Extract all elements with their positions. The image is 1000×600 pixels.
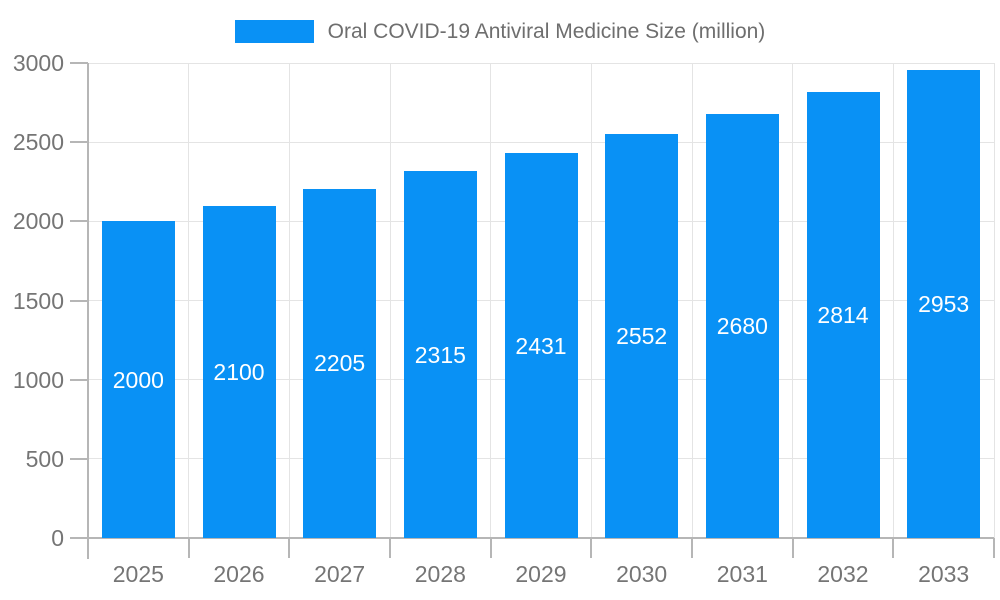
- y-axis-tick: [70, 299, 88, 302]
- x-axis-label: 2026: [213, 561, 265, 587]
- bar-value-label: 2000: [112, 366, 164, 393]
- bar-value-label: 2431: [515, 332, 567, 359]
- bar-value-label: 2100: [213, 358, 265, 385]
- x-axis-tick: [590, 538, 593, 558]
- legend-label: Oral COVID-19 Antiviral Medicine Size (m…: [327, 20, 766, 43]
- x-axis-tick: [87, 538, 89, 558]
- x-axis-tick: [288, 538, 291, 558]
- x-axis-label: 2027: [314, 561, 366, 587]
- x-axis-label: 2025: [112, 561, 164, 587]
- y-axis-tick: [70, 537, 88, 539]
- bar-2028[interactable]: 2315: [403, 171, 477, 538]
- x-axis-label: 2033: [918, 561, 970, 587]
- y-axis-tick: [70, 141, 88, 144]
- bar-2032[interactable]: 2814: [806, 92, 880, 538]
- bar-value-label: 2680: [716, 312, 768, 339]
- x-axis-label: 2031: [716, 561, 768, 587]
- x-axis-tick: [187, 538, 190, 558]
- bar-value-label: 2953: [918, 291, 970, 318]
- y-axis-line: [87, 63, 89, 559]
- y-axis-tick: [70, 457, 88, 460]
- y-axis-label: 2500: [12, 129, 64, 156]
- bar-value-label: 2814: [817, 302, 869, 329]
- bar-2033[interactable]: 2953: [907, 70, 981, 538]
- y-axis-label: 3000: [12, 50, 64, 76]
- x-axis-tick: [791, 538, 794, 558]
- bar-2031[interactable]: 2680: [705, 113, 779, 538]
- gridline-vertical: [892, 63, 894, 538]
- bar-value-label: 2552: [616, 322, 668, 349]
- y-axis-label: 1500: [12, 287, 64, 314]
- y-axis-label: 500: [25, 445, 64, 472]
- gridline-vertical: [389, 63, 391, 538]
- y-axis-label: 2000: [12, 208, 64, 235]
- x-axis-tick: [489, 538, 492, 558]
- legend-swatch-icon: [234, 20, 314, 43]
- gridline-vertical: [490, 63, 492, 538]
- x-axis-label: 2032: [817, 561, 869, 587]
- x-axis-tick: [691, 538, 693, 558]
- bar-2030[interactable]: 2552: [605, 133, 679, 538]
- gridline-vertical: [792, 63, 794, 538]
- gridline-vertical: [590, 63, 592, 538]
- bar-2025[interactable]: 2000: [101, 221, 175, 538]
- x-axis-tick: [993, 538, 995, 558]
- x-axis-line: [88, 537, 994, 539]
- y-axis-tick: [70, 378, 88, 381]
- gridline-vertical: [993, 63, 995, 538]
- bar-2026[interactable]: 2100: [202, 205, 276, 538]
- y-axis-label: 1000: [12, 366, 64, 393]
- gridline-vertical: [188, 63, 190, 538]
- gridline-vertical: [288, 63, 290, 538]
- bar-2029[interactable]: 2431: [504, 153, 578, 538]
- bar-value-label: 2205: [314, 350, 366, 377]
- y-axis-tick: [70, 220, 88, 223]
- gridline-horizontal: [88, 141, 994, 143]
- x-axis-tick: [389, 538, 391, 558]
- x-axis-label: 2029: [515, 561, 567, 587]
- x-axis-label: 2030: [616, 561, 668, 587]
- y-axis-tick: [70, 62, 88, 64]
- chart-legend[interactable]: Oral COVID-19 Antiviral Medicine Size (m…: [0, 20, 1000, 43]
- x-axis-tick: [892, 538, 895, 558]
- gridline-horizontal: [88, 62, 994, 64]
- gridline-vertical: [691, 63, 693, 538]
- bar-value-label: 2315: [414, 341, 466, 368]
- x-axis-label: 2028: [414, 561, 466, 587]
- bar-2027[interactable]: 2205: [303, 188, 377, 538]
- y-axis-label: 0: [51, 525, 64, 551]
